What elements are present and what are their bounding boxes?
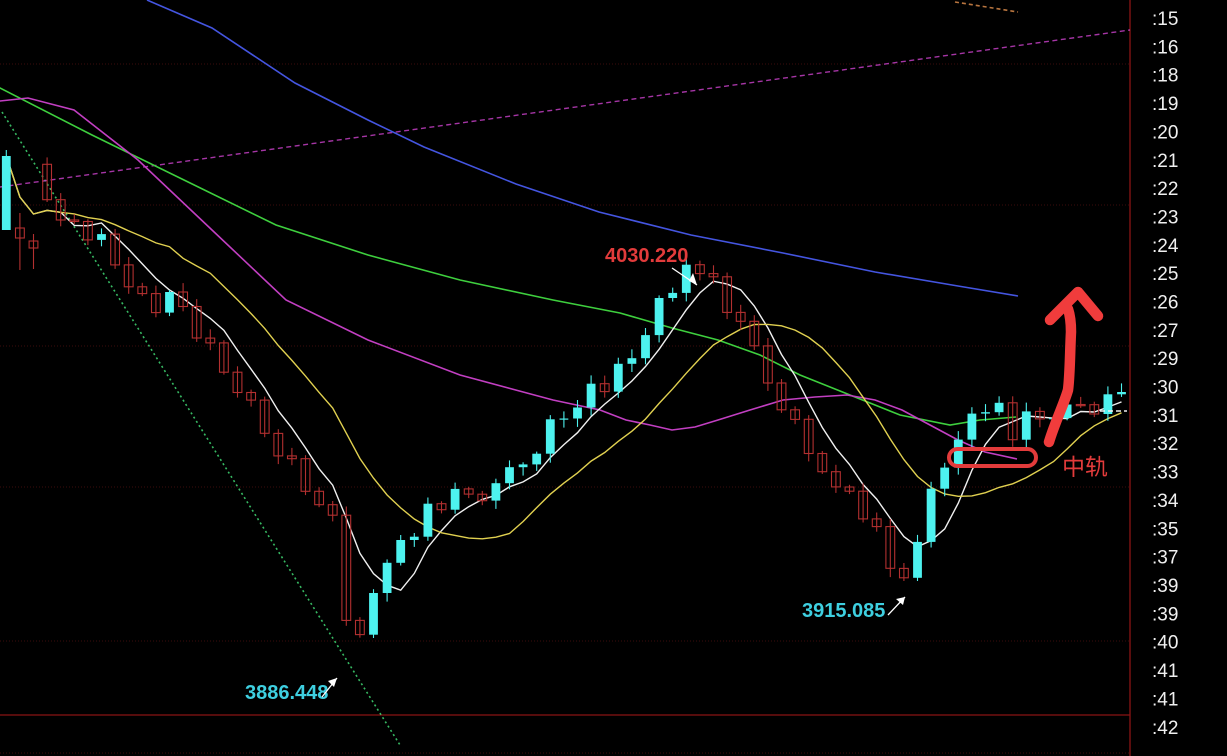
- svg-text::35: :35: [1152, 519, 1178, 540]
- svg-text::31: :31: [1152, 406, 1178, 427]
- svg-text:中轨: 中轨: [1062, 448, 1108, 482]
- svg-text::25: :25: [1152, 264, 1178, 285]
- svg-text::37: :37: [1152, 548, 1178, 569]
- svg-text:3915.085: 3915.085: [802, 600, 885, 622]
- svg-text::23: :23: [1152, 208, 1178, 229]
- svg-text::26: :26: [1152, 293, 1178, 314]
- svg-text::29: :29: [1152, 349, 1178, 370]
- svg-text::34: :34: [1152, 491, 1179, 512]
- svg-text::22: :22: [1152, 179, 1178, 200]
- svg-text::15: :15: [1152, 9, 1178, 30]
- svg-text::18: :18: [1152, 66, 1178, 87]
- svg-text::20: :20: [1152, 122, 1178, 143]
- svg-text:4030.220: 4030.220: [605, 245, 688, 267]
- svg-text::19: :19: [1152, 94, 1178, 115]
- svg-text::30: :30: [1152, 378, 1178, 399]
- svg-text::21: :21: [1152, 151, 1178, 172]
- svg-text::40: :40: [1152, 633, 1178, 654]
- svg-text:3886.448: 3886.448: [245, 682, 328, 704]
- svg-text::41: :41: [1152, 661, 1178, 682]
- svg-text::42: :42: [1152, 718, 1178, 739]
- svg-text::33: :33: [1152, 463, 1178, 484]
- svg-text::27: :27: [1152, 321, 1178, 342]
- svg-text::16: :16: [1152, 37, 1178, 58]
- svg-text::39: :39: [1152, 576, 1178, 597]
- svg-text::41: :41: [1152, 689, 1178, 710]
- svg-text::39: :39: [1152, 604, 1178, 625]
- svg-text::32: :32: [1152, 434, 1178, 455]
- svg-text::24: :24: [1152, 236, 1179, 257]
